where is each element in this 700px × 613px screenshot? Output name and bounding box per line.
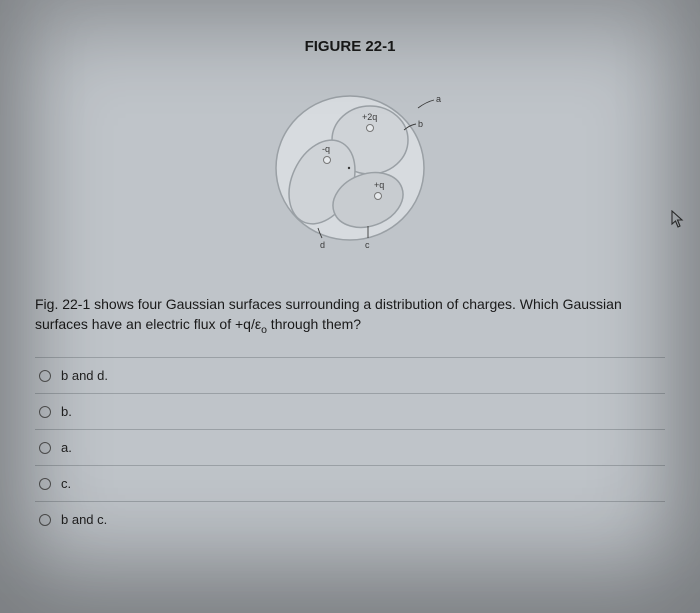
question-line2-pre: surfaces have an electric flux of +q/ε xyxy=(35,316,261,332)
label-a: a xyxy=(436,94,441,104)
option-row[interactable]: b and c. xyxy=(35,501,665,537)
option-label: b. xyxy=(61,404,72,419)
options-list: b and d. b. a. c. b and c. xyxy=(35,357,665,537)
option-label: b and c. xyxy=(61,512,107,527)
radio-icon[interactable] xyxy=(39,478,51,490)
cursor-icon xyxy=(671,210,685,233)
label-d: d xyxy=(320,240,325,250)
option-row[interactable]: c. xyxy=(35,465,665,501)
option-row[interactable]: b. xyxy=(35,393,665,429)
option-row[interactable]: b and d. xyxy=(35,357,665,393)
charge-plus2q xyxy=(367,125,374,132)
question-line1: Fig. 22-1 shows four Gaussian surfaces s… xyxy=(35,296,622,312)
radio-icon[interactable] xyxy=(39,370,51,382)
label-plus2q: +2q xyxy=(362,112,377,122)
label-minusq: -q xyxy=(322,144,330,154)
figure-title: FIGURE 22-1 xyxy=(35,38,665,55)
question-line2-post: through them? xyxy=(267,316,361,332)
option-row[interactable]: a. xyxy=(35,429,665,465)
option-label: a. xyxy=(61,440,72,455)
label-b: b xyxy=(418,119,423,129)
leader-a xyxy=(418,100,434,108)
center-dot xyxy=(348,167,350,169)
option-label: c. xyxy=(61,476,71,491)
label-plusq: +q xyxy=(374,180,384,190)
gaussian-diagram: a b +2q -q +q d c xyxy=(250,80,450,260)
option-label: b and d. xyxy=(61,368,108,383)
question-text: Fig. 22-1 shows four Gaussian surfaces s… xyxy=(35,295,665,337)
charge-plusq xyxy=(375,193,382,200)
figure-area: a b +2q -q +q d c xyxy=(35,80,665,260)
radio-icon[interactable] xyxy=(39,514,51,526)
radio-icon[interactable] xyxy=(39,406,51,418)
charge-minusq xyxy=(324,157,331,164)
label-c: c xyxy=(365,240,370,250)
radio-icon[interactable] xyxy=(39,442,51,454)
